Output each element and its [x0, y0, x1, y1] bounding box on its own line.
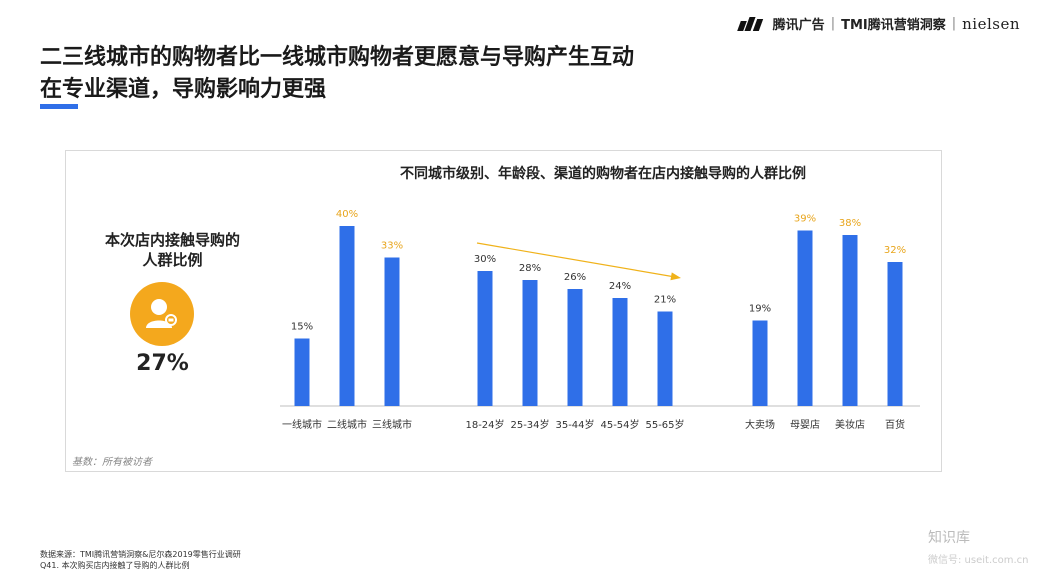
side-stat-label-line-1: 本次店内接触导购的 — [104, 231, 240, 249]
person-cart-icon — [130, 282, 194, 346]
page-title: 二三线城市的购物者比一线城市购物者更愿意与导购产生互动 在专业渠道，导购影响力更… — [40, 42, 634, 106]
bar — [842, 235, 858, 406]
side-stat-value: 27% — [136, 351, 189, 376]
trend-arrowhead-icon — [670, 272, 681, 281]
bar — [567, 289, 583, 406]
chart-panel — [65, 150, 942, 472]
bar — [522, 280, 538, 406]
bar — [294, 338, 310, 406]
watermark-title: 知识库 — [928, 530, 970, 546]
data-label: 28% — [519, 263, 541, 274]
bar — [887, 262, 903, 406]
trend-arrow-line — [476, 242, 679, 279]
category-label: 三线城市 — [372, 418, 412, 431]
brand-separator: | — [830, 16, 836, 31]
data-source-note: 数据来源：TMI腾讯营销洞察&尼尔森2019零售行业调研 Q41. 本次购买店内… — [40, 549, 241, 571]
brand-separator: | — [951, 16, 957, 31]
page-title-line-1: 二三线城市的购物者比一线城市购物者更愿意与导购产生互动 — [40, 45, 635, 70]
bar — [477, 271, 493, 406]
category-label: 一线城市 — [282, 418, 322, 431]
bar — [612, 298, 628, 406]
data-label: 32% — [884, 245, 906, 256]
category-label: 18-24岁 — [465, 418, 504, 431]
category-label: 二线城市 — [327, 418, 367, 431]
data-label: 15% — [291, 322, 313, 333]
category-label: 母婴店 — [790, 418, 820, 431]
chart-title: 不同城市级别、年龄段、渠道的购物者在店内接触导购的人群比例 — [400, 166, 806, 182]
data-label: 26% — [564, 272, 586, 283]
data-label: 39% — [794, 214, 816, 225]
data-source-line-2: Q41. 本次购买店内接触了导购的人群比例 — [40, 561, 190, 570]
title-underline — [40, 104, 78, 109]
category-label: 美妆店 — [835, 418, 865, 431]
tencent-ads-brand: 腾讯广告 — [772, 18, 825, 33]
data-label: 30% — [474, 254, 496, 265]
data-label: 21% — [654, 295, 676, 306]
nielsen-brand: nielsen — [962, 14, 1020, 33]
side-stat-label-line-2: 人群比例 — [142, 251, 203, 269]
brand-logos: 腾讯广告 | TMI腾讯营销洞察 | nielsen — [736, 14, 1020, 33]
data-label: 40% — [336, 209, 358, 220]
data-source-line-1: 数据来源：TMI腾讯营销洞察&尼尔森2019零售行业调研 — [40, 550, 241, 559]
bar — [797, 230, 813, 406]
sample-basis-note: 基数：所有被访者 — [72, 457, 152, 468]
side-stat-label: 本次店内接触导购的 人群比例 — [80, 230, 265, 270]
category-label: 35-44岁 — [555, 418, 594, 431]
category-label: 45-54岁 — [600, 418, 639, 431]
category-label: 大卖场 — [745, 418, 775, 431]
category-label: 55-65岁 — [645, 418, 684, 431]
category-label: 百货 — [885, 418, 905, 431]
watermark-subtitle: 微信号: useit.com.cn — [928, 555, 1029, 566]
bar — [384, 257, 400, 406]
page-title-line-2: 在专业渠道，导购影响力更强 — [40, 77, 327, 102]
data-label: 38% — [839, 218, 861, 229]
bar — [339, 226, 355, 406]
bar — [657, 311, 673, 406]
bar — [752, 320, 768, 406]
data-label: 24% — [609, 281, 631, 292]
tmi-brand: TMI腾讯营销洞察 — [841, 18, 946, 33]
data-label: 19% — [749, 304, 771, 315]
category-label: 25-34岁 — [510, 418, 549, 431]
data-label: 33% — [381, 241, 403, 252]
